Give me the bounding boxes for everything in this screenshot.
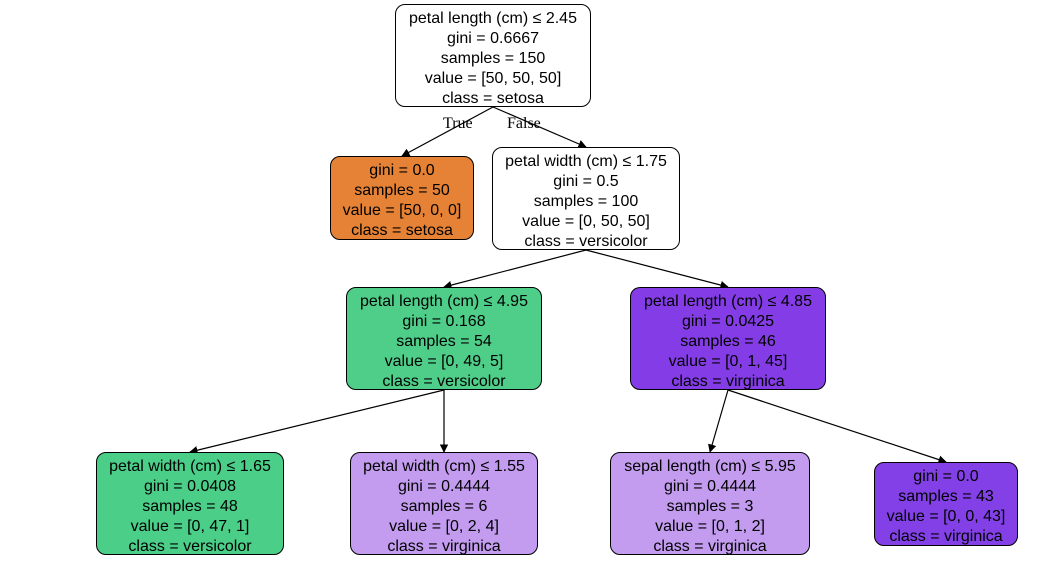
node-line: value = [0, 2, 4] xyxy=(361,517,527,537)
node-line: class = virginica xyxy=(361,537,527,557)
node-line: class = virginica xyxy=(621,537,799,557)
node-line: samples = 100 xyxy=(503,192,669,212)
node-line: samples = 50 xyxy=(341,181,463,201)
node-line: value = [50, 0, 0] xyxy=(341,201,463,221)
edge-label: False xyxy=(507,115,541,133)
node-line: gini = 0.5 xyxy=(503,172,669,192)
node-line: gini = 0.6667 xyxy=(406,29,580,49)
node-line: samples = 3 xyxy=(621,497,799,517)
node-line: samples = 54 xyxy=(357,332,531,352)
node-line: gini = 0.4444 xyxy=(361,477,527,497)
tree-edge xyxy=(190,390,444,452)
node-line: sepal length (cm) ≤ 5.95 xyxy=(621,457,799,477)
node-line: value = [50, 50, 50] xyxy=(406,69,580,89)
node-line: value = [0, 1, 2] xyxy=(621,517,799,537)
node-line: samples = 150 xyxy=(406,49,580,69)
node-line: petal width (cm) ≤ 1.75 xyxy=(503,152,669,172)
edge-label: True xyxy=(443,115,473,133)
node-line: gini = 0.0425 xyxy=(641,312,815,332)
tree-edge xyxy=(586,250,728,287)
node-line: gini = 0.0 xyxy=(341,161,463,181)
tree-node-pl_495: petal length (cm) ≤ 4.95gini = 0.168samp… xyxy=(346,287,542,390)
node-line: gini = 0.168 xyxy=(357,312,531,332)
node-line: value = [0, 0, 43] xyxy=(885,507,1007,527)
tree-edge xyxy=(444,250,586,287)
tree-node-setosa_leaf: gini = 0.0samples = 50value = [50, 0, 0]… xyxy=(330,156,474,240)
node-line: samples = 43 xyxy=(885,487,1007,507)
node-line: samples = 46 xyxy=(641,332,815,352)
node-line: value = [0, 50, 50] xyxy=(503,212,669,232)
node-line: class = virginica xyxy=(885,527,1007,547)
node-line: samples = 48 xyxy=(107,497,273,517)
node-line: class = setosa xyxy=(341,221,463,241)
node-line: petal width (cm) ≤ 1.55 xyxy=(361,457,527,477)
node-line: class = versicolor xyxy=(357,372,531,392)
node-line: class = versicolor xyxy=(107,537,273,557)
node-line: class = virginica xyxy=(641,372,815,392)
node-line: class = versicolor xyxy=(503,232,669,252)
node-line: petal length (cm) ≤ 2.45 xyxy=(406,9,580,29)
node-line: gini = 0.4444 xyxy=(621,477,799,497)
node-line: petal length (cm) ≤ 4.85 xyxy=(641,292,815,312)
node-line: petal length (cm) ≤ 4.95 xyxy=(357,292,531,312)
tree-node-pw_175: petal width (cm) ≤ 1.75gini = 0.5samples… xyxy=(492,147,680,250)
node-line: gini = 0.0408 xyxy=(107,477,273,497)
node-line: samples = 6 xyxy=(361,497,527,517)
tree-node-pw_165: petal width (cm) ≤ 1.65gini = 0.0408samp… xyxy=(96,452,284,555)
tree-node-pw_155: petal width (cm) ≤ 1.55gini = 0.4444samp… xyxy=(350,452,538,555)
tree-node-pl_485: petal length (cm) ≤ 4.85gini = 0.0425sam… xyxy=(630,287,826,390)
node-line: gini = 0.0 xyxy=(885,467,1007,487)
tree-node-root: petal length (cm) ≤ 2.45gini = 0.6667sam… xyxy=(395,4,591,107)
node-line: value = [0, 49, 5] xyxy=(357,352,531,372)
node-line: class = setosa xyxy=(406,89,580,109)
tree-node-virg_leaf: gini = 0.0samples = 43value = [0, 0, 43]… xyxy=(874,462,1018,546)
node-line: value = [0, 47, 1] xyxy=(107,517,273,537)
node-line: value = [0, 1, 45] xyxy=(641,352,815,372)
tree-edge xyxy=(710,390,728,452)
decision-tree-canvas: petal length (cm) ≤ 2.45gini = 0.6667sam… xyxy=(0,0,1060,561)
tree-node-sl_595: sepal length (cm) ≤ 5.95gini = 0.4444sam… xyxy=(610,452,810,555)
node-line: petal width (cm) ≤ 1.65 xyxy=(107,457,273,477)
